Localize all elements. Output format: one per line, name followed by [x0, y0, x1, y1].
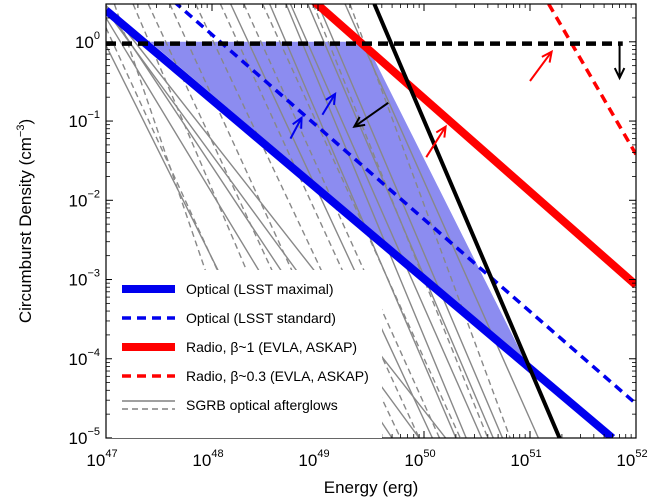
y-tick-label-base: 10 — [69, 429, 88, 448]
y-tick-label: 10−5 — [69, 426, 100, 448]
y-tick-label-exp: 0 — [94, 30, 100, 42]
afterglow-line-solid — [106, 4, 447, 438]
x-tick-label: 1051 — [510, 448, 541, 470]
shaded-region — [149, 41, 526, 361]
y-tick-label: 10−4 — [69, 347, 100, 369]
x-tick-label: 1052 — [616, 448, 647, 470]
arrow-shaft — [321, 93, 336, 116]
y-axis-label-main: Circumburst Density (cm — [16, 137, 35, 323]
x-tick-label-base: 10 — [86, 451, 105, 470]
black-limit-line — [372, 4, 562, 438]
arrow — [613, 43, 626, 81]
y-tick-label-base: 10 — [69, 112, 88, 131]
y-tick-label-exp: −3 — [87, 268, 100, 280]
arrow-head — [541, 49, 554, 63]
legend-label: Optical (LSST maximal) — [186, 281, 334, 297]
arrow-head — [613, 67, 626, 81]
y-tick-label: 10−2 — [69, 188, 100, 210]
x-tick-label-base: 10 — [616, 451, 635, 470]
afterglow-line-solid — [344, 4, 540, 438]
x-axis-label: Energy (erg) — [324, 478, 418, 497]
arrow-shaft — [353, 101, 389, 128]
legend-entry-radio-1-evla-askap: Radio, β~1 (EVLA, ASKAP) — [122, 339, 357, 355]
afterglow-line-solid — [269, 4, 457, 438]
y-axis-label-exp: −3 — [15, 125, 27, 138]
afterglow-line-solid — [230, 4, 434, 438]
y-tick-label-base: 10 — [69, 271, 88, 290]
y-tick-label-base: 10 — [69, 191, 88, 210]
series-line-radio-0-3-evla-askap — [547, 4, 636, 156]
arrow — [425, 124, 447, 158]
legend-label: Radio, β~1 (EVLA, ASKAP) — [186, 339, 357, 355]
arrow-shaft — [289, 117, 303, 140]
legend: Optical (LSST maximal) Optical (LSST stan… — [112, 270, 382, 438]
y-tick-label-base: 10 — [75, 33, 94, 52]
afterglow-line-dashed — [349, 4, 511, 438]
x-tick-label-exp: 48 — [211, 448, 223, 460]
legend-entry-optical-lsst-maximal: Optical (LSST maximal) — [122, 281, 334, 297]
shaded-region-layer — [149, 41, 526, 361]
legend-label: Radio, β~0.3 (EVLA, ASKAP) — [186, 368, 369, 384]
afterglow-line-dashed — [312, 4, 489, 438]
x-tick-label-base: 10 — [192, 451, 211, 470]
y-tick-label-exp: −4 — [87, 347, 100, 359]
y-tick-label-base: 10 — [69, 350, 88, 369]
arrows-layer — [289, 43, 626, 158]
axes-layer: 1047 1048 1049 1050 1051 105210010−110−210−31… — [69, 3, 648, 470]
x-tick-label: 1050 — [404, 448, 435, 470]
x-tick-label-exp: 49 — [317, 448, 329, 460]
afterglow-line-solid — [289, 4, 483, 438]
arrow — [289, 115, 303, 140]
x-tick-label-exp: 51 — [529, 448, 541, 460]
arrow — [352, 101, 389, 128]
arrow-shaft — [529, 51, 553, 82]
y-tick-label: 10−1 — [69, 109, 100, 131]
x-tick-label-exp: 50 — [423, 448, 435, 460]
arrow-head — [325, 91, 337, 105]
arrow — [321, 91, 337, 116]
y-tick-label-exp: −5 — [87, 426, 100, 438]
x-tick-label-base: 10 — [404, 451, 423, 470]
x-tick-label-base: 10 — [510, 451, 529, 470]
arrow-head — [352, 116, 366, 128]
arrow-head — [292, 115, 303, 129]
afterglow-line-solid — [317, 4, 504, 438]
arrow — [529, 49, 554, 82]
legend-box — [112, 270, 382, 438]
arrow-head — [435, 124, 447, 138]
y-tick-label: 10−3 — [69, 268, 100, 290]
afterglow-line-solid — [285, 4, 467, 438]
x-tick-label-exp: 52 — [635, 448, 647, 460]
arrow-shaft — [425, 126, 447, 158]
x-tick-label: 1049 — [298, 448, 329, 470]
legend-entry-radio-0-3-evla-askap: Radio, β~0.3 (EVLA, ASKAP) — [122, 368, 369, 384]
y-tick-label-exp: −2 — [87, 188, 100, 200]
legend-entry-sgrb-optical-afterglows: SGRB optical afterglows — [122, 397, 338, 413]
x-tick-label: 1048 — [192, 448, 223, 470]
x-tick-label-base: 10 — [298, 451, 317, 470]
legend-label: Optical (LSST standard) — [186, 310, 336, 326]
legend-label: SGRB optical afterglows — [186, 397, 338, 413]
legend-entry-optical-lsst-standard: Optical (LSST standard) — [122, 310, 336, 326]
y-axis-label-close: ) — [16, 119, 35, 125]
y-axis-label: Circumburst Density (cm−3) — [15, 119, 35, 323]
series-layer — [106, 4, 636, 438]
y-tick-label-exp: −1 — [87, 109, 100, 121]
x-tick-label-exp: 47 — [105, 448, 117, 460]
y-tick-label: 100 — [75, 30, 100, 52]
series-line-optical-lsst-standard — [174, 4, 636, 406]
afterglow-line-dashed — [106, 27, 296, 438]
x-tick-label: 1047 — [86, 448, 117, 470]
